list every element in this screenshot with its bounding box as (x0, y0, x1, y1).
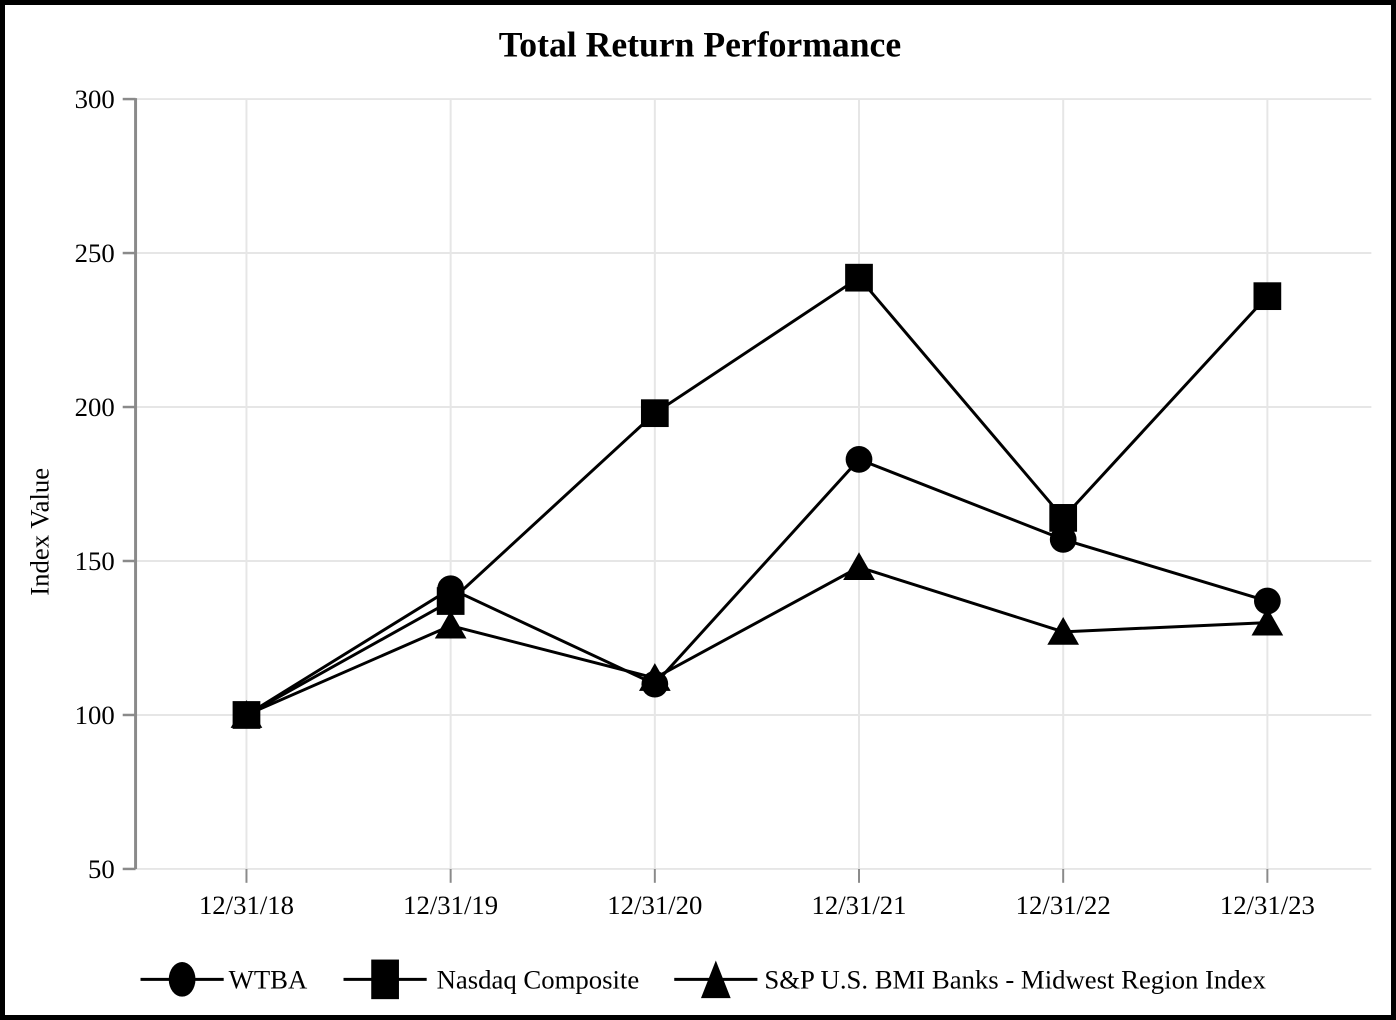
marker-nasdaq-composite-square-icon (640, 399, 669, 428)
y-tick-label: 50 (88, 854, 115, 884)
y-tick-label: 100 (75, 700, 115, 730)
y-tick-label: 250 (75, 238, 115, 268)
marker-nasdaq-composite-square-icon (1049, 504, 1078, 532)
marker-sp-bmi-banks-midwest-triangle-icon (434, 610, 467, 639)
marker-nasdaq-composite-square-icon (436, 587, 465, 615)
x-tick-label: 12/31/23 (1220, 890, 1315, 920)
x-tick-label: 12/31/22 (1016, 890, 1111, 920)
legend-label: WTBA (229, 964, 308, 994)
legend-label: Nasdaq Composite (437, 964, 640, 994)
total-return-performance-chart: 50 100 150 200 250 300 12/31/18 12/31/19 12/31/2… (24, 24, 1372, 1000)
marker-sp-bmi-banks-midwest-triangle-icon (1047, 616, 1080, 645)
grid-layer (135, 98, 1372, 870)
legend: WTBA Nasdaq Composite S&P U.S. BMI Banks -… (140, 959, 1266, 1000)
series-layer (230, 263, 1284, 729)
legend-square-icon (371, 959, 399, 1000)
marker-sp-bmi-banks-midwest-triangle-icon (843, 552, 875, 581)
y-tick-label: 150 (75, 546, 115, 576)
marker-wtba-circle-icon (1049, 526, 1077, 553)
legend-item-wtba: WTBA (140, 962, 308, 997)
marker-wtba-circle-icon (845, 446, 873, 473)
marker-sp-bmi-banks-midwest-triangle-icon (1251, 607, 1284, 636)
x-tick-label: 12/31/20 (607, 890, 702, 920)
x-tick-label: 12/31/21 (811, 890, 906, 920)
legend-item-nasdaq-composite: Nasdaq Composite (343, 959, 640, 1000)
y-tick-label: 200 (75, 392, 115, 422)
x-tick-label: 12/31/18 (199, 890, 294, 920)
marker-nasdaq-composite-square-icon (232, 701, 261, 729)
label-layer: 50 100 150 200 250 300 12/31/18 12/31/19 12/31/2… (75, 84, 1315, 920)
y-tick-label: 300 (75, 84, 115, 114)
marker-wtba-circle-icon (1253, 587, 1281, 615)
legend-label: S&P U.S. BMI Banks - Midwest Region Inde… (764, 964, 1266, 994)
legend-item-sp-bmi-banks-midwest: S&P U.S. BMI Banks - Midwest Region Inde… (674, 960, 1266, 999)
chart-title: Total Return Performance (499, 24, 901, 64)
marker-wtba-circle-icon (641, 670, 669, 698)
marker-nasdaq-composite-square-icon (1253, 282, 1282, 311)
legend-triangle-icon (700, 960, 731, 999)
legend-circle-icon (168, 962, 196, 997)
x-tick-label: 12/31/19 (403, 890, 498, 920)
series-line-nasdaq-composite (245, 275, 1269, 717)
series-line-sp-bmi-banks-midwest (245, 565, 1268, 717)
axis-layer (122, 97, 1269, 883)
series-line-wtba (245, 457, 1268, 717)
y-axis-label: Index Value (24, 468, 54, 596)
marker-nasdaq-composite-square-icon (845, 263, 873, 292)
